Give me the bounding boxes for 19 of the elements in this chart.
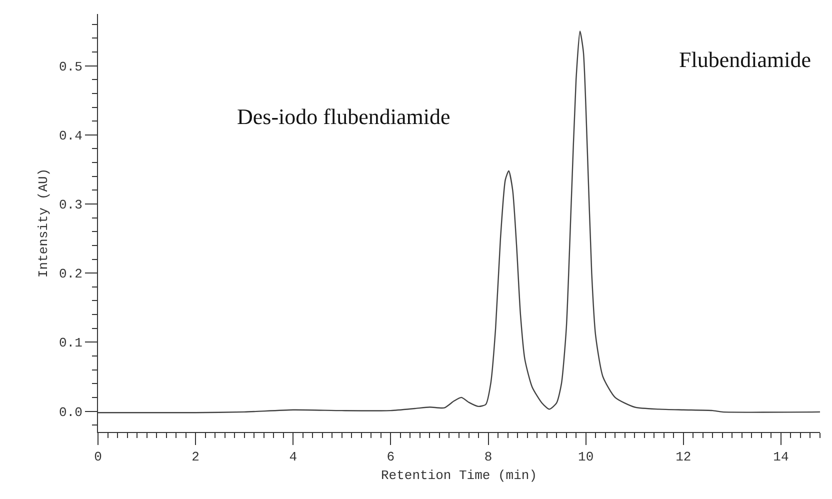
line-series xyxy=(98,30,820,414)
x-tick-label: 6 xyxy=(386,450,395,465)
x-tick-label: 12 xyxy=(676,450,692,465)
y-tick-label: 0.4 xyxy=(58,128,83,144)
x-axis-title: Retention Time (min) xyxy=(380,468,538,484)
x-tick-label: 4 xyxy=(289,450,298,465)
x-tick-label: 14 xyxy=(773,450,789,465)
x-tick-label: 10 xyxy=(578,450,594,465)
y-tick-label: 0.1 xyxy=(58,336,83,351)
annotation: Flubendiamide xyxy=(679,47,811,72)
annotation: Des-iodo flubendiamide xyxy=(237,104,450,129)
x-tick-label: 8 xyxy=(484,450,492,465)
y-tick-label: 0.2 xyxy=(58,266,82,282)
x-tick-label: 0 xyxy=(94,450,102,465)
y-tick-label: 0.3 xyxy=(58,198,82,213)
x-tick-label: 2 xyxy=(192,450,200,465)
y-axis-title: Intensity (AU) xyxy=(36,168,51,278)
y-tick-label: 0.5 xyxy=(58,59,82,74)
y-tick-label: 0.0 xyxy=(58,404,82,420)
